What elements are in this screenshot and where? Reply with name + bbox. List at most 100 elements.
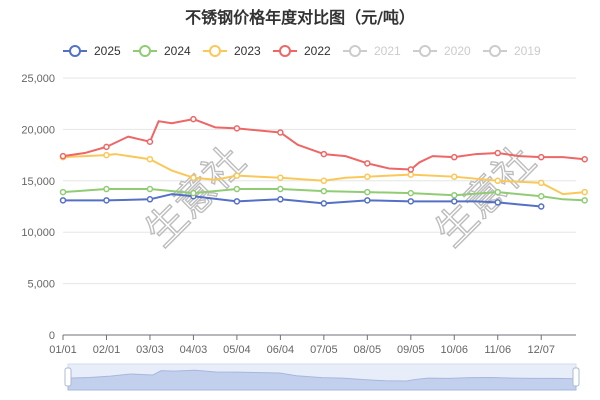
y-tick-label: 25,000 <box>21 73 55 85</box>
data-point <box>451 198 458 205</box>
legend-swatch-marker <box>349 45 361 57</box>
data-point <box>146 185 154 193</box>
data-point <box>190 174 197 181</box>
data-point <box>146 155 154 163</box>
data-point <box>59 152 67 160</box>
data-point <box>494 177 501 185</box>
data-point <box>364 197 371 204</box>
legend-label: 2021 <box>374 44 401 58</box>
data-point <box>537 192 545 200</box>
data-point <box>59 188 67 196</box>
y-tick-label: 20,000 <box>21 124 55 136</box>
legend-item-2019[interactable]: 2019 <box>483 44 541 58</box>
x-tick-label: 04/03 <box>180 344 208 356</box>
data-point <box>59 197 67 204</box>
data-point <box>320 150 328 158</box>
data-point <box>190 189 197 197</box>
data-point <box>581 197 588 204</box>
x-tick-label: 10/06 <box>441 344 469 356</box>
data-point <box>407 189 415 197</box>
legend-swatch-marker <box>139 45 151 57</box>
data-point <box>537 153 545 161</box>
x-tick-label: 08/05 <box>354 344 382 356</box>
y-tick-label: 10,000 <box>21 227 55 239</box>
legend-label: 2024 <box>164 44 191 58</box>
data-point <box>451 173 458 180</box>
data-point <box>364 188 371 196</box>
data-point <box>364 160 371 167</box>
data-zoom-slider[interactable] <box>64 363 580 391</box>
chart-title: 不锈钢价格年度对比图（元/吨） <box>185 8 415 27</box>
zoom-handle-right[interactable] <box>572 367 580 387</box>
data-point <box>277 196 284 203</box>
series-line-2023 <box>62 153 585 196</box>
data-point <box>364 173 371 180</box>
x-tick-label: 09/05 <box>397 344 425 356</box>
data-point <box>537 179 545 187</box>
legend-swatch-marker <box>279 45 291 57</box>
x-tick-label: 12/07 <box>527 344 555 356</box>
zoom-handle-left[interactable] <box>64 367 72 387</box>
data-point <box>103 185 110 193</box>
data-point <box>494 188 501 196</box>
data-point <box>103 197 110 204</box>
data-point <box>451 191 458 199</box>
series-2022 <box>59 115 588 173</box>
legend-swatch-marker <box>419 45 431 57</box>
data-point <box>146 196 154 203</box>
legend: 2025 2024 2023 2022 2021 2020 2019 <box>63 44 541 58</box>
data-point <box>320 177 328 185</box>
data-point <box>103 143 110 151</box>
series-line-2024 <box>62 188 585 202</box>
data-point <box>233 185 241 193</box>
data-point <box>407 166 415 173</box>
data-point <box>451 153 458 161</box>
data-point <box>320 200 328 207</box>
legend-swatch-marker <box>489 45 501 57</box>
x-tick-label: 01/01 <box>49 344 77 356</box>
data-point <box>277 185 284 193</box>
y-tick-label: 0 <box>49 330 55 342</box>
data-point <box>190 115 197 123</box>
y-tick-label: 5,000 <box>27 279 55 291</box>
data-point <box>146 138 154 145</box>
data-point <box>320 187 328 195</box>
series-2025 <box>59 192 545 210</box>
x-tick-label: 11/06 <box>484 344 511 356</box>
data-point <box>407 198 415 205</box>
x-tick-label: 02/01 <box>93 344 121 356</box>
x-tick-label: 07/05 <box>310 344 338 356</box>
data-point <box>581 188 588 196</box>
zoom-overview-area <box>67 369 577 391</box>
legend-item-2024[interactable]: 2024 <box>133 44 191 58</box>
data-point <box>233 198 241 205</box>
x-tick-label: 05/04 <box>223 344 251 356</box>
data-point <box>277 174 284 181</box>
legend-swatch-marker <box>209 45 221 57</box>
data-point <box>494 149 501 157</box>
legend-item-2020[interactable]: 2020 <box>413 44 471 58</box>
y-tick-label: 15,000 <box>21 176 55 188</box>
data-point <box>103 151 110 159</box>
legend-item-2023[interactable]: 2023 <box>203 44 261 58</box>
legend-swatch-marker <box>69 45 81 57</box>
legend-label: 2019 <box>514 44 541 58</box>
data-point <box>277 129 284 136</box>
legend-label: 2025 <box>94 44 121 58</box>
data-point <box>494 199 501 206</box>
legend-item-2021[interactable]: 2021 <box>343 44 401 58</box>
data-point <box>233 125 241 132</box>
data-point <box>537 203 545 210</box>
legend-item-2022[interactable]: 2022 <box>273 44 331 58</box>
legend-label: 2022 <box>304 44 331 58</box>
data-point <box>407 171 415 178</box>
legend-label: 2020 <box>444 44 471 58</box>
data-point <box>233 172 241 179</box>
series-2024 <box>59 185 588 204</box>
series-2023 <box>59 151 588 196</box>
data-point <box>581 155 588 163</box>
legend-item-2025[interactable]: 2025 <box>63 44 121 58</box>
x-tick-label: 06/04 <box>267 344 295 356</box>
x-tick-label: 03/03 <box>136 344 164 356</box>
